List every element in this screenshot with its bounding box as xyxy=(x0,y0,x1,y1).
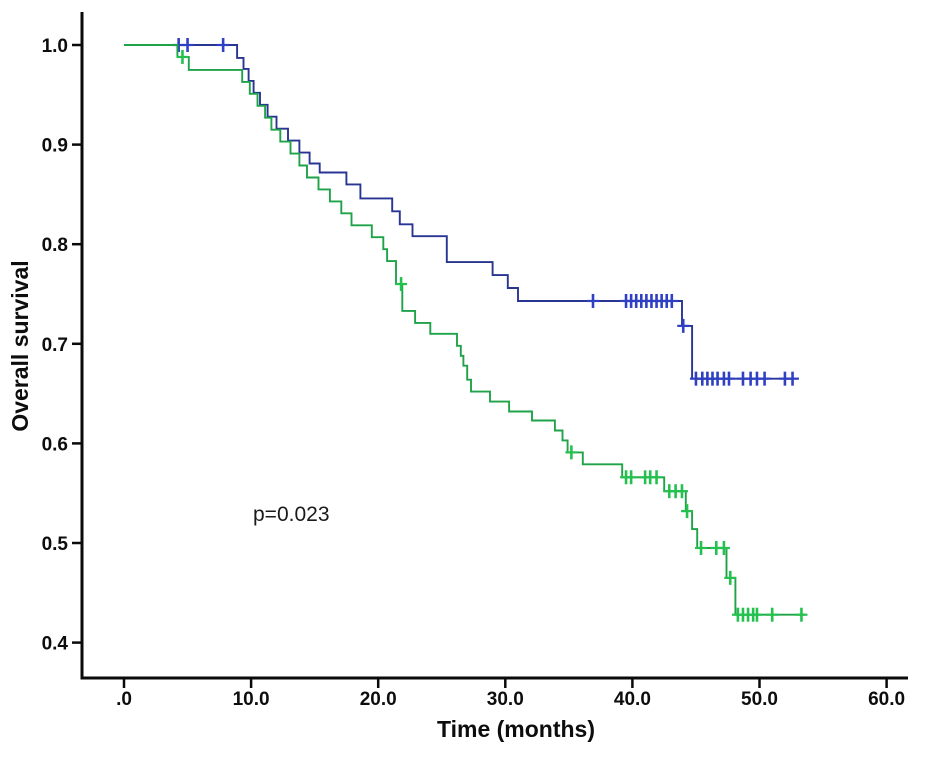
p-value-annotation: p=0.023 xyxy=(253,503,330,526)
censor-marks-group-green xyxy=(176,49,808,622)
x-tick-label: .0 xyxy=(116,689,132,710)
y-tick-label: 0.8 xyxy=(42,235,68,256)
y-tick-label: 0.9 xyxy=(42,136,68,157)
x-tick-label: 30.0 xyxy=(487,689,524,710)
x-axis-title: Time (months) xyxy=(437,716,595,742)
x-tick-label: 60.0 xyxy=(868,689,905,710)
axes-layer: 1.0 0.9 0.8 0.7 0.6 0.5 0.4 .0 10.0 20.0 30.0 40.0 5… xyxy=(42,12,908,710)
x-tick-label: 40.0 xyxy=(614,689,651,710)
x-tick-label: 20.0 xyxy=(360,689,397,710)
y-tick-label: 1.0 xyxy=(42,36,68,57)
censor-marks-group-blue xyxy=(172,38,799,386)
y-tick-label: 0.6 xyxy=(42,434,68,455)
y-tick-label: 0.4 xyxy=(42,634,69,655)
y-axis-title: Overall survival xyxy=(7,260,33,431)
x-tick-label: 50.0 xyxy=(741,689,778,710)
survival-curves-layer xyxy=(124,38,808,622)
y-tick-label: 0.7 xyxy=(42,335,68,356)
y-tick-label: 0.5 xyxy=(42,534,69,555)
x-tick-label: 10.0 xyxy=(233,689,270,710)
survival-curve-group-blue xyxy=(124,44,799,380)
survival-curve-group-green xyxy=(124,44,806,616)
